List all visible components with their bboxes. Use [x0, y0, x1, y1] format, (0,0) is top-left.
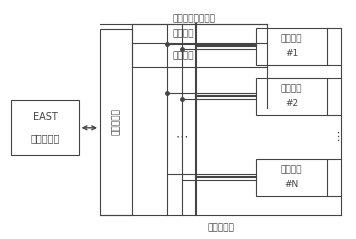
Bar	[256, 159, 327, 196]
Text: #1: #1	[285, 49, 298, 58]
Bar	[256, 28, 327, 65]
Text: EAST: EAST	[33, 112, 57, 122]
Text: 串行通讯线: 串行通讯线	[207, 223, 234, 232]
Text: #2: #2	[285, 99, 298, 108]
Bar	[256, 78, 327, 115]
Text: #N: #N	[284, 180, 299, 189]
Text: 监控计算机: 监控计算机	[111, 109, 120, 135]
Text: 启动指令: 启动指令	[172, 29, 194, 38]
Bar	[11, 100, 79, 155]
Bar	[100, 29, 132, 215]
Text: 电源模块: 电源模块	[281, 35, 302, 44]
Text: 停止指令: 停止指令	[172, 51, 194, 60]
Text: ⋯: ⋯	[175, 130, 188, 143]
Text: 电源模块: 电源模块	[281, 165, 302, 174]
Text: 电源模块: 电源模块	[281, 85, 302, 94]
Text: 总控计算机: 总控计算机	[30, 134, 60, 143]
Text: ⋮: ⋮	[332, 132, 343, 142]
Text: 电流给定信号通路: 电流给定信号通路	[172, 14, 215, 23]
